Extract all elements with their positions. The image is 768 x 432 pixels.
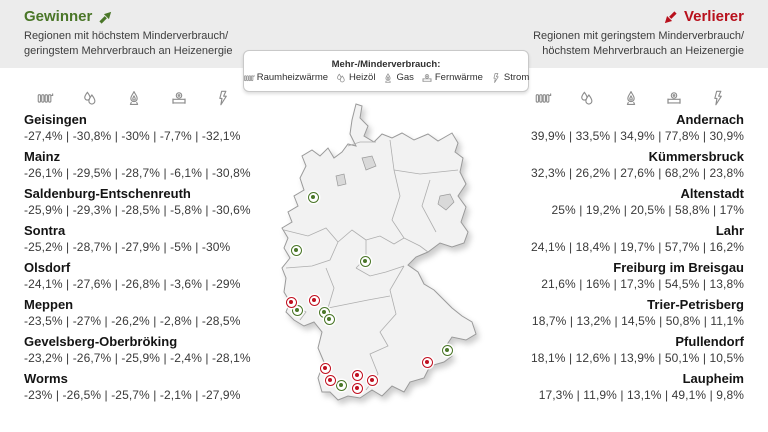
city-name: Mainz [24,149,61,164]
winners-icon-row [36,89,232,107]
state-borders [283,139,459,391]
oil-drop-icon [335,72,347,84]
legend-items: Raumheizwärme Heizöl Gas Fernwärme Strom [243,72,529,84]
city-values: -23,2% | -26,7% | -25,9% | -2,4% | -28,1… [24,351,251,365]
gas-flame-icon [622,89,640,107]
city-values: 18,1% | 12,6% | 13,9% | 50,1% | 10,5% [531,351,744,365]
city-entry: Laupheim 17,3% | 11,9% | 13,1% | 49,1% | … [476,371,744,402]
city-entry: Pfullendorf 18,1% | 12,6% | 13,9% | 50,1%… [476,334,744,365]
losers-subtitle-line2: höchstem Mehrverbrauch an Heizenergie [542,44,744,57]
winners-list: Geisingen -27,4% | -30,8% | -30% | -7,7% … [24,112,292,408]
city-entry: Mainz -26,1% | -29,5% | -28,7% | -6,1% | … [24,149,292,180]
city-entry: Altenstadt 25% | 19,2% | 20,5% | 58,8% | … [476,186,744,217]
city-name: Trier-Petrisberg [647,297,744,312]
district-heating-icon [665,89,683,107]
legend-item-label: Fernwärme [434,72,483,83]
city-name: Kümmersbruck [648,149,744,164]
losers-subtitle-line1: Regionen mit geringstem Minderverbrauch/ [533,30,744,42]
city-values: -23% | -26,5% | -25,7% | -2,1% | -27,9% [24,388,241,402]
winners-subtitle-line2: geringstem Mehrverbrauch an Heizenergie [24,44,233,57]
city-values: 18,7% | 13,2% | 14,5% | 50,8% | 11,1% [531,314,744,328]
bremen-area [335,173,347,187]
legend-item-label: Strom [503,72,530,83]
city-entry: Gevelsberg-Oberbröking -23,2% | -26,7% | … [24,334,292,365]
legend-box: Mehr-/Minderverbrauch: Raumheizwärme Heiz… [243,50,529,92]
hamburg-area [361,155,377,171]
winners-title: Gewinner [24,8,93,25]
city-entry: Kümmersbruck 32,3% | 26,2% | 27,6% | 68,2… [476,149,744,180]
city-name: Andernach [676,112,744,127]
gas-flame-icon [125,89,143,107]
city-name: Geisingen [24,112,87,127]
city-entry: Sontra -25,2% | -28,7% | -27,9% | -5% | -… [24,223,292,254]
winners-subtitle-line1: Regionen mit höchstem Minderverbrauch/ [24,30,229,42]
city-entry: Freiburg im Breisgau 21,6% | 16% | 17,3% … [476,260,744,291]
city-values: 32,3% | 26,2% | 27,6% | 68,2% | 23,8% [531,166,744,180]
arrow-down-left-icon [663,10,678,25]
city-values: 24,1% | 18,4% | 19,7% | 57,7% | 16,2% [531,240,744,254]
oil-drop-icon [578,89,596,107]
city-entry: Andernach 39,9% | 33,5% | 34,9% | 77,8% |… [476,112,744,143]
city-values: -24,1% | -27,6% | -26,8% | -3,6% | -29% [24,277,241,291]
legend-item: Heizöl [335,72,375,84]
legend-item: Raumheizwärme [243,72,328,84]
city-entry: Trier-Petrisberg 18,7% | 13,2% | 14,5% | … [476,297,744,328]
city-name: Olsdorf [24,260,71,275]
legend-item-label: Gas [396,72,414,83]
city-values: 21,6% | 16% | 17,3% | 54,5% | 13,8% [541,277,744,291]
losers-list: Andernach 39,9% | 33,5% | 34,9% | 77,8% |… [476,112,744,408]
city-name: Pfullendorf [675,334,744,349]
radiator-icon [243,72,255,84]
radiator-icon [36,89,54,107]
gas-flame-icon [382,72,394,84]
city-entry: Lahr 24,1% | 18,4% | 19,7% | 57,7% | 16,2… [476,223,744,254]
legend-title: Mehr-/Minderverbrauch: [331,58,441,70]
city-values: 25% | 19,2% | 20,5% | 58,8% | 17% [551,203,744,217]
losers-icon-row [534,89,727,107]
city-values: -25,9% | -29,3% | -28,5% | -5,8% | -30,6… [24,203,251,217]
city-values: -25,2% | -28,7% | -27,9% | -5% | -30% [24,240,231,254]
city-name: Laupheim [682,371,744,386]
district-heating-icon [170,89,188,107]
losers-header: Verlierer Regionen mit geringstem Minder… [533,8,744,58]
city-name: Altenstadt [680,186,744,201]
legend-item-label: Heizöl [349,72,376,83]
legend-item-label: Raumheizwärme [256,72,329,83]
losers-title: Verlierer [683,8,744,25]
city-name: Saldenburg-Entschenreuth [24,186,191,201]
lightning-icon [709,89,727,107]
legend-item: Gas [382,72,414,84]
city-states [335,155,455,211]
city-name: Worms [24,371,68,386]
arrow-up-right-icon [98,10,113,25]
city-name: Gevelsberg-Oberbröking [24,334,178,349]
city-name: Meppen [24,297,74,312]
lightning-icon [214,89,232,107]
radiator-icon [534,89,552,107]
germany-map [281,103,477,401]
legend-item: Fernwärme [421,72,483,84]
city-values: 39,9% | 33,5% | 34,9% | 77,8% | 30,9% [531,129,744,143]
lightning-icon [490,72,502,84]
city-entry: Olsdorf -24,1% | -27,6% | -26,8% | -3,6% … [24,260,292,291]
legend-item: Strom [490,72,529,84]
city-values: -27,4% | -30,8% | -30% | -7,7% | -32,1% [24,129,241,143]
city-entry: Worms -23% | -26,5% | -25,7% | -2,1% | -2… [24,371,292,402]
oil-drop-icon [81,89,99,107]
district-heating-icon [421,72,433,84]
city-values: -23,5% | -27% | -26,2% | -2,8% | -28,5% [24,314,241,328]
city-values: -26,1% | -29,5% | -28,7% | -6,1% | -30,8… [24,166,251,180]
berlin-area [437,193,455,211]
winners-header: Gewinner Regionen mit höchstem Minderver… [24,8,233,58]
city-values: 17,3% | 11,9% | 13,1% | 49,1% | 9,8% [538,388,744,402]
city-name: Freiburg im Breisgau [613,260,744,275]
city-entry: Geisingen -27,4% | -30,8% | -30% | -7,7% … [24,112,292,143]
germany-outline [281,103,477,401]
city-name: Sontra [24,223,66,238]
city-entry: Saldenburg-Entschenreuth -25,9% | -29,3% … [24,186,292,217]
city-name: Lahr [715,223,744,238]
city-entry: Meppen -23,5% | -27% | -26,2% | -2,8% | -… [24,297,292,328]
